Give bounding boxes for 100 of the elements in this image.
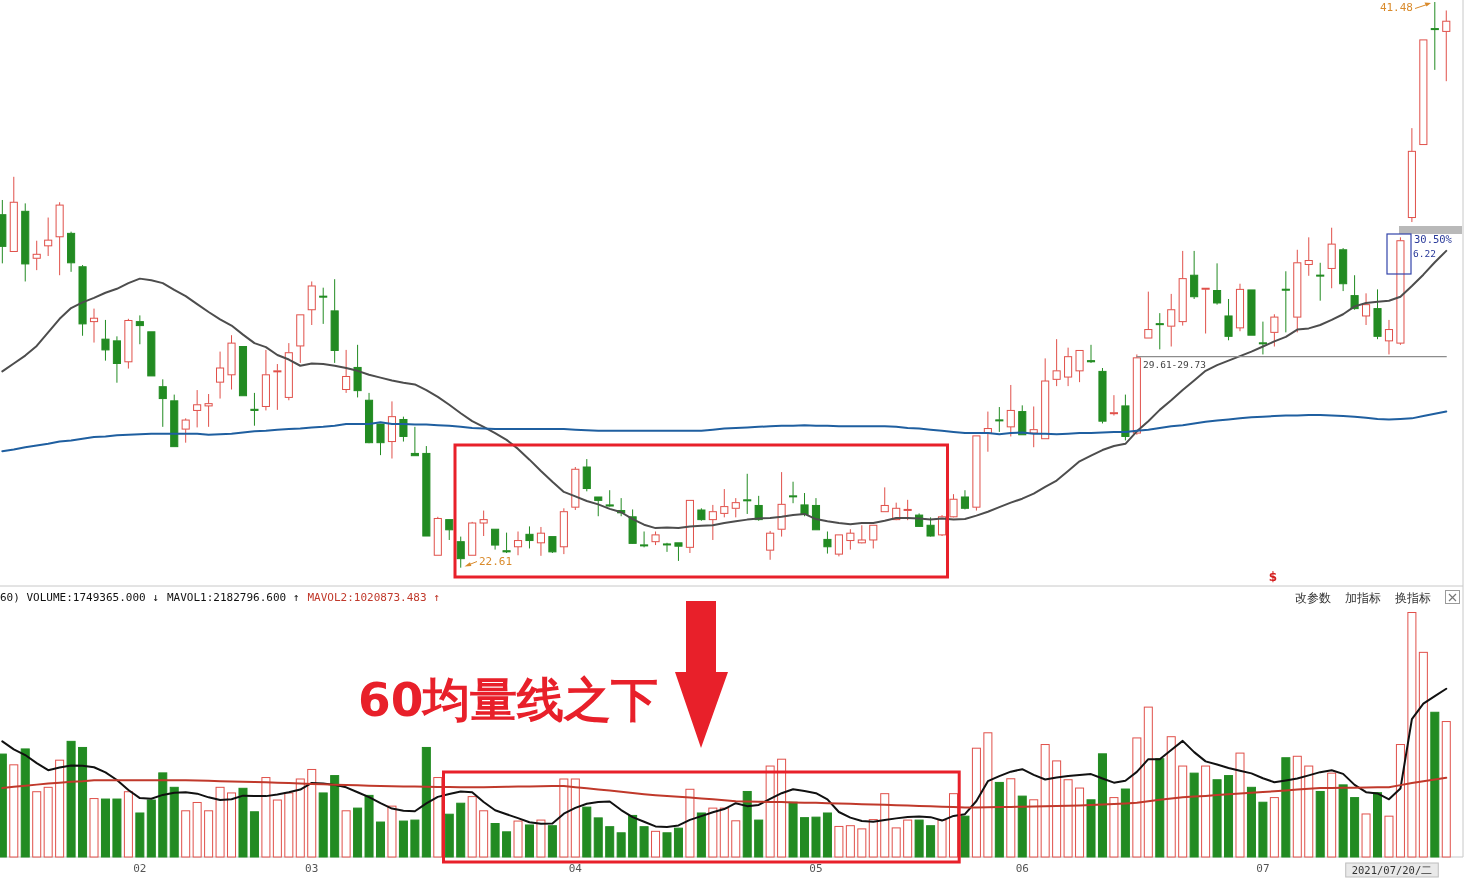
bar [364,794,374,858]
bar [1315,790,1325,858]
bar [1281,757,1291,858]
bar [261,777,271,858]
bar [628,814,638,858]
bar [410,819,420,858]
bar [1327,772,1337,858]
bar [547,825,557,858]
bar [502,831,512,858]
bar [673,827,683,858]
bar [811,816,821,858]
bar [593,817,603,858]
bar [1292,755,1302,858]
bar [1350,797,1360,858]
bar [1361,813,1371,858]
bar [215,786,225,858]
bar [857,828,867,858]
bar [1155,758,1165,858]
bar [169,786,179,858]
bar [994,781,1004,858]
x-tick-label: 07 [1256,862,1270,875]
bar [1017,795,1027,858]
x-tick-label: 03 [305,862,319,875]
bar [765,765,775,858]
bar [32,791,42,858]
bar [983,732,993,858]
bar [295,778,305,858]
bar [1063,779,1073,858]
bar [880,793,890,858]
annotation: 30.50% [1414,233,1453,245]
bar [1086,799,1096,858]
bar [651,830,661,858]
bar [605,826,615,858]
bar [66,740,76,858]
bar [1040,744,1050,858]
bar [490,823,500,858]
bar [513,820,523,858]
bar [135,812,145,858]
chart-title: 60) VOLUME:1749365.000 ↓ [0,591,159,604]
bar [398,820,408,858]
annotation: 29.61-29.73 [1143,359,1206,370]
bar [89,798,99,858]
bar [926,825,936,858]
bar [1441,721,1451,858]
bar [1097,753,1107,858]
bar [456,802,466,858]
bar [788,801,798,858]
legend: MAVOL1:2182796.600 ↑ MAVOL2:1020873.483 ↑ [166,591,440,604]
bar [834,825,844,858]
bar [284,792,294,858]
bar [1201,765,1211,858]
bar [444,813,454,858]
note-with-arrow: 22.61 [464,555,513,568]
bar [582,806,592,858]
bar [948,793,959,858]
bar [353,807,363,858]
bar [536,819,546,858]
bar [158,772,168,858]
x-tick-label: 06 [1015,862,1029,875]
x-tick-label: 02 [133,862,147,875]
bar [433,777,443,858]
bar [868,819,878,858]
bar [903,819,913,858]
bar [1269,797,1279,858]
bar [204,810,214,858]
x-tick-label: 05 [809,862,823,875]
bar [1407,612,1417,858]
bar [960,815,970,858]
bar [467,796,477,858]
bar [192,801,202,858]
bar [708,807,718,858]
bar [341,810,351,858]
bar [1338,784,1348,858]
annotation: 6.22 [1413,248,1436,259]
bar [1258,801,1268,858]
bar [914,819,924,858]
bar [937,819,947,858]
bar [318,792,328,858]
bar [1224,775,1234,858]
bar [616,832,626,858]
bar [754,819,764,858]
annotation: 41.48 [1379,1,1413,14]
bar [1395,744,1405,858]
bar [421,746,431,858]
text: 换指标 [1395,591,1431,605]
bar [43,786,53,858]
bar [1235,752,1245,858]
bar [78,746,88,858]
bar [1132,737,1142,858]
bar [9,764,19,858]
bar [1052,760,1062,858]
bar [375,821,386,858]
bar [112,798,122,858]
bar [181,810,191,858]
x-tick-label: 04 [568,862,583,875]
bar [100,798,110,858]
bar [330,775,340,858]
bar [146,799,156,858]
bar [662,832,672,858]
bar [1120,788,1130,858]
